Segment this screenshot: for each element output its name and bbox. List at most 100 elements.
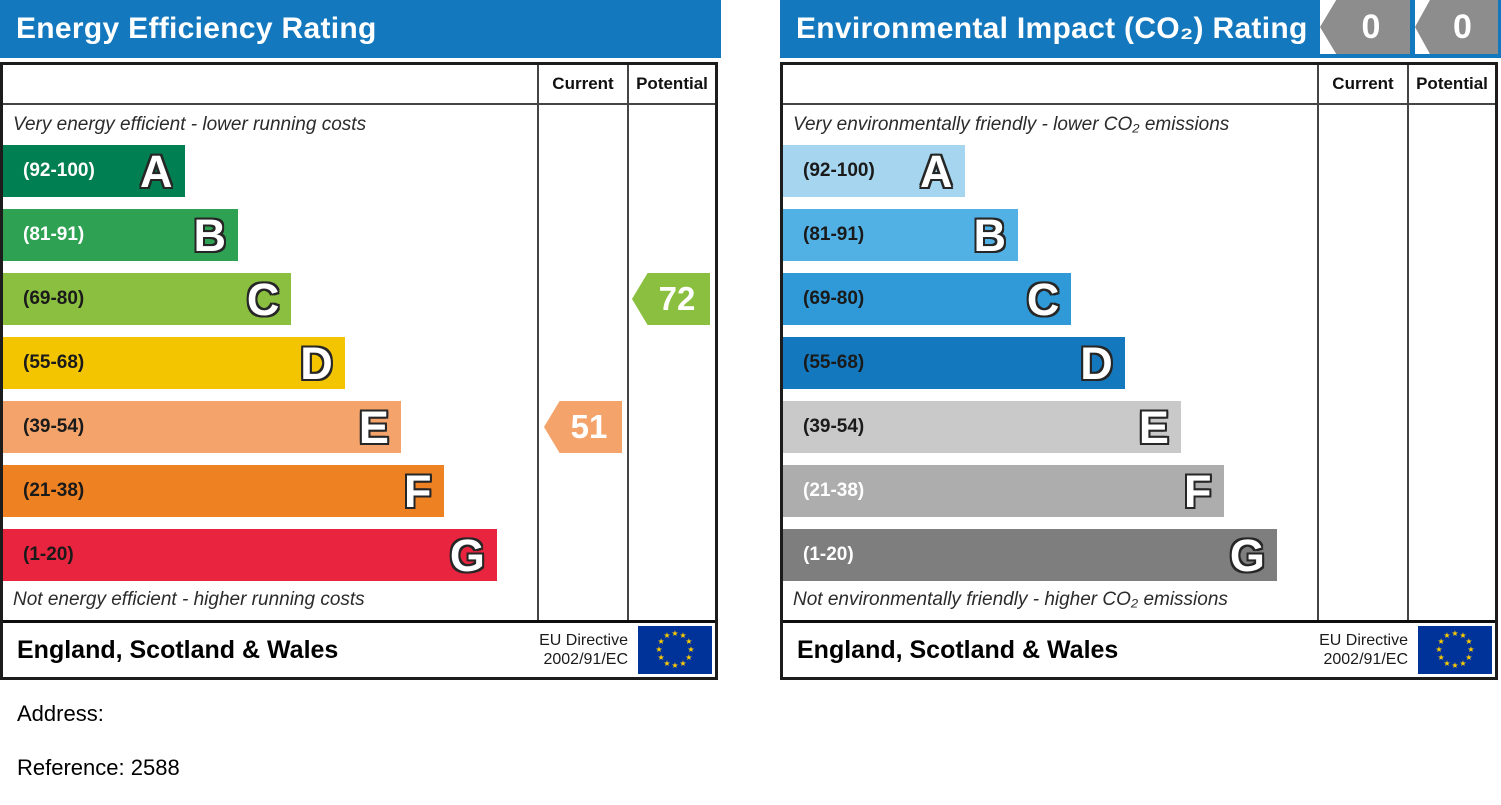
eu-star-icon: ★ — [1459, 631, 1467, 641]
eu-star-icon: ★ — [685, 637, 693, 646]
band-letter: B — [193, 209, 226, 261]
potential-column — [1407, 105, 1495, 620]
band-letter: G — [449, 529, 485, 581]
band-row-f: (21-38) F — [3, 465, 444, 517]
potential-column-header: Potential — [1407, 65, 1495, 103]
reference-label: Reference: — [17, 755, 125, 780]
table-footer: England, Scotland & Wales EU Directive 2… — [3, 620, 715, 677]
bottom-caption: Not energy efficient - higher running co… — [13, 589, 365, 610]
potential-column: 72 — [627, 105, 715, 620]
eu-directive-line2: 2002/91/EC — [1323, 651, 1408, 668]
reference-line: Reference: 2588 — [17, 755, 180, 781]
table-body: Very environmentally friendly - lower CO… — [783, 105, 1495, 620]
current-column — [1317, 105, 1407, 620]
energy-rating-table: Current Potential Very energy efficient … — [0, 62, 718, 680]
band-letter: C — [1026, 273, 1060, 325]
band-zone: Very environmentally friendly - lower CO… — [783, 105, 1317, 620]
potential-column-header: Potential — [627, 65, 715, 103]
table-body: Very energy efficient - lower running co… — [3, 105, 715, 620]
band-range-label: (1-20) — [803, 544, 854, 565]
band-row-b: (81-91) B — [3, 209, 238, 261]
region-label: England, Scotland & Wales — [797, 635, 1119, 664]
band-zone: Very energy efficient - lower running co… — [3, 105, 537, 620]
eu-star-icon: ★ — [679, 631, 687, 641]
band-letter: G — [1229, 529, 1265, 581]
band-range-label: (1-20) — [23, 544, 74, 565]
eu-star-icon: ★ — [657, 637, 665, 646]
header-badge-arrow: 0 — [1320, 0, 1410, 54]
header-badge-potential: 0 — [1415, 0, 1498, 54]
bands-container: (92-100) A (81-91) B (69-80) C (55-68) D (39-54)… — [3, 145, 537, 581]
address-label: Address: — [17, 701, 104, 726]
table-header-row: Current Potential — [3, 65, 715, 105]
band-row-d: (55-68) D — [783, 337, 1125, 389]
eu-star-icon: ★ — [1451, 629, 1459, 638]
band-range-label: (81-91) — [23, 224, 85, 245]
eu-star-icon: ★ — [1437, 653, 1445, 662]
band-range-label: (55-68) — [23, 352, 85, 373]
band-range-label: (69-80) — [23, 288, 85, 309]
eu-directive-line1: EU Directive — [1319, 631, 1408, 649]
eu-star-icon: ★ — [1435, 645, 1443, 654]
table-header-row: Current Potential — [783, 65, 1495, 105]
eu-star-icon: ★ — [657, 653, 665, 662]
reference-value: 2588 — [130, 755, 180, 780]
eu-star-icon: ★ — [1467, 645, 1475, 654]
band-row-b: (81-91) B — [783, 209, 1018, 261]
band-letter: D — [300, 337, 333, 389]
eu-star-icon: ★ — [1443, 631, 1451, 641]
band-row-a: (92-100) A — [3, 145, 185, 197]
bands-container: (92-100) A (81-91) B (69-80) C (55-68) D (39-54)… — [783, 145, 1317, 581]
band-range-label: (55-68) — [803, 352, 865, 373]
address-line: Address: — [17, 701, 180, 727]
band-range-label: (92-100) — [23, 160, 95, 181]
eu-star-icon: ★ — [685, 653, 693, 662]
eu-star-icon: ★ — [663, 658, 671, 668]
band-row-e: (39-54) E — [3, 401, 401, 453]
eu-star-icon: ★ — [1465, 637, 1473, 646]
energy-chart-title: Energy Efficiency Rating — [16, 12, 377, 45]
band-range-label: (21-38) — [23, 480, 85, 501]
eu-star-icon: ★ — [1443, 658, 1451, 668]
header-badge-current: 0 — [1320, 0, 1410, 54]
eu-flag-icon: ★ ★ ★ ★ ★ ★ ★ ★ ★ ★ ★ ★ — [1418, 626, 1492, 674]
band-row-d: (55-68) D — [3, 337, 345, 389]
co2-chart-title: Environmental Impact (CO₂) Rating — [796, 12, 1308, 45]
band-row-g: (1-20) G — [783, 529, 1277, 581]
details-block: Address: Reference: 2588 — [17, 701, 180, 805]
band-range-label: (21-38) — [803, 480, 865, 501]
eu-star-icon: ★ — [1451, 661, 1459, 670]
band-range-label: (81-91) — [803, 224, 865, 245]
band-row-g: (1-20) G — [3, 529, 497, 581]
eu-star-icon: ★ — [1437, 637, 1445, 646]
eu-directive-label: EU Directive 2002/91/EC — [539, 631, 628, 669]
eu-star-icon: ★ — [671, 629, 679, 638]
eu-directive-line2: 2002/91/EC — [543, 651, 628, 668]
top-caption: Very environmentally friendly - lower CO… — [793, 114, 1230, 135]
band-row-c: (69-80) C — [783, 273, 1072, 325]
header-spacer — [783, 65, 1317, 103]
potential-rating-arrow: 72 — [632, 273, 710, 325]
band-row-e: (39-54) E — [783, 401, 1181, 453]
co2-rating-table: Current Potential Very environmentally f… — [780, 62, 1498, 680]
band-letter: A — [920, 145, 953, 197]
eu-star-icon: ★ — [1465, 653, 1473, 662]
eu-star-icon: ★ — [1459, 658, 1467, 668]
band-letter: F — [404, 465, 432, 517]
current-column: 51 — [537, 105, 627, 620]
band-row-f: (21-38) F — [783, 465, 1224, 517]
band-range-label: (69-80) — [803, 288, 865, 309]
band-letter: B — [973, 209, 1006, 261]
current-column-header: Current — [1317, 65, 1407, 103]
eu-star-icon: ★ — [687, 645, 695, 654]
eu-star-icon: ★ — [671, 661, 679, 670]
band-row-a: (92-100) A — [783, 145, 965, 197]
eu-star-icon: ★ — [663, 631, 671, 641]
energy-efficiency-chart: Energy Efficiency Rating Current Potenti… — [0, 0, 721, 680]
current-rating-arrow: 51 — [544, 401, 622, 453]
top-caption: Very energy efficient - lower running co… — [13, 114, 367, 135]
energy-title-bar: Energy Efficiency Rating — [0, 0, 721, 58]
